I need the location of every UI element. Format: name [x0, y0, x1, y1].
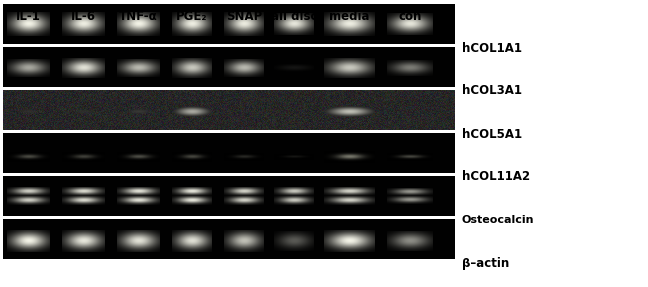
Text: SNAP: SNAP	[226, 10, 262, 23]
Text: IL-1: IL-1	[16, 10, 41, 23]
Text: β–actin: β–actin	[462, 257, 509, 269]
Text: all disc: all disc	[271, 10, 318, 23]
Text: hCOL5A1: hCOL5A1	[462, 127, 522, 141]
Text: con: con	[399, 10, 422, 23]
Text: hCOL3A1: hCOL3A1	[462, 84, 522, 98]
Text: PGE₂: PGE₂	[176, 10, 208, 23]
Text: IL-6: IL-6	[71, 10, 96, 23]
Text: hCOL11A2: hCOL11A2	[462, 170, 530, 183]
Text: Osteocalcin: Osteocalcin	[462, 215, 535, 225]
Text: media: media	[329, 10, 370, 23]
Text: hCOL1A1: hCOL1A1	[462, 42, 522, 55]
Text: TNF-α: TNF-α	[119, 10, 158, 23]
